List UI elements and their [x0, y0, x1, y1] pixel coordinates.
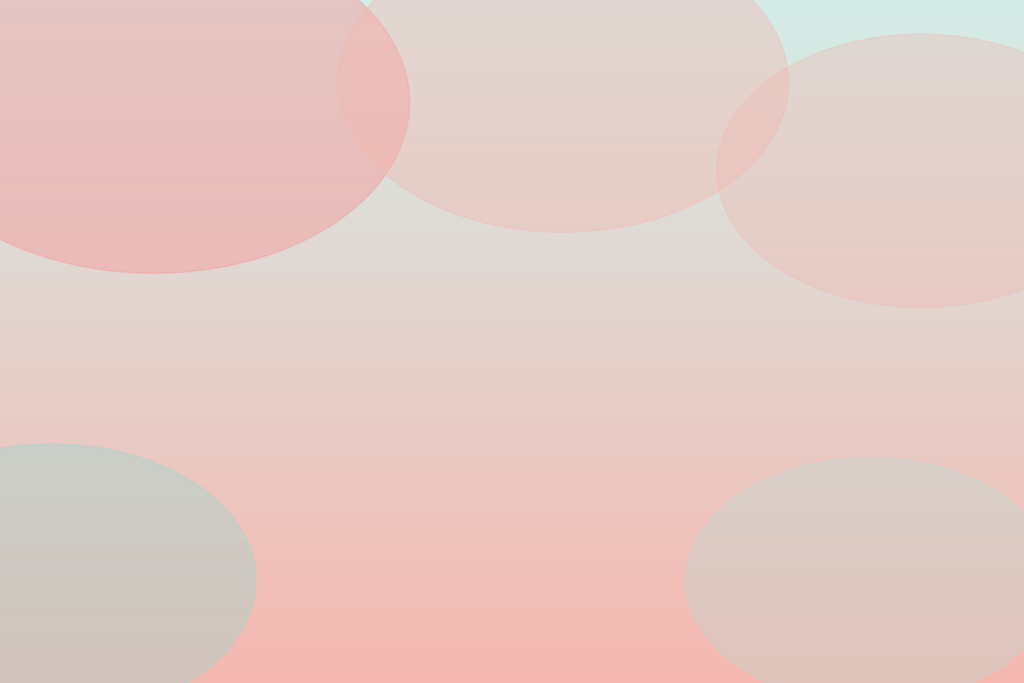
Circle shape: [626, 223, 866, 483]
Text: φ: φ: [696, 276, 712, 300]
Text: √ 2: √ 2: [748, 388, 781, 408]
Text: Whole
Numbers: Whole Numbers: [364, 318, 463, 359]
Circle shape: [717, 34, 1024, 307]
Ellipse shape: [122, 103, 658, 603]
Text: π: π: [766, 276, 780, 300]
Circle shape: [0, 444, 256, 683]
Text: 0: 0: [305, 389, 317, 408]
Ellipse shape: [214, 173, 584, 553]
Text: 1.3̅3̅3̅: 1.3̅3̅3̅: [464, 173, 519, 193]
Text: ⅓: ⅓: [288, 173, 307, 193]
Text: -7.3: -7.3: [214, 273, 252, 292]
Circle shape: [338, 0, 788, 232]
Text: sciencenotes.org: sciencenotes.org: [815, 653, 944, 668]
Text: 45: 45: [507, 324, 531, 342]
Circle shape: [270, 218, 556, 528]
Text: Rational and Irrational Numbers: Rational and Irrational Numbers: [77, 15, 947, 61]
Text: 7: 7: [490, 443, 503, 462]
Circle shape: [326, 293, 519, 503]
Text: Rational: Rational: [335, 121, 445, 145]
Text: {1,2,3,...}: {1,2,3,...}: [377, 459, 468, 477]
Text: Real Numbers: Real Numbers: [639, 186, 825, 210]
Text: 236: 236: [487, 389, 524, 408]
Text: Integers: Integers: [359, 228, 458, 248]
Circle shape: [0, 0, 410, 273]
Text: 13: 13: [304, 454, 329, 473]
Text: -3: -3: [293, 324, 312, 342]
Text: Irrational: Irrational: [687, 338, 805, 358]
Circle shape: [686, 458, 1024, 683]
Ellipse shape: [85, 78, 916, 628]
Text: Natural
Numbers: Natural Numbers: [377, 369, 468, 407]
Text: e: e: [697, 388, 711, 408]
